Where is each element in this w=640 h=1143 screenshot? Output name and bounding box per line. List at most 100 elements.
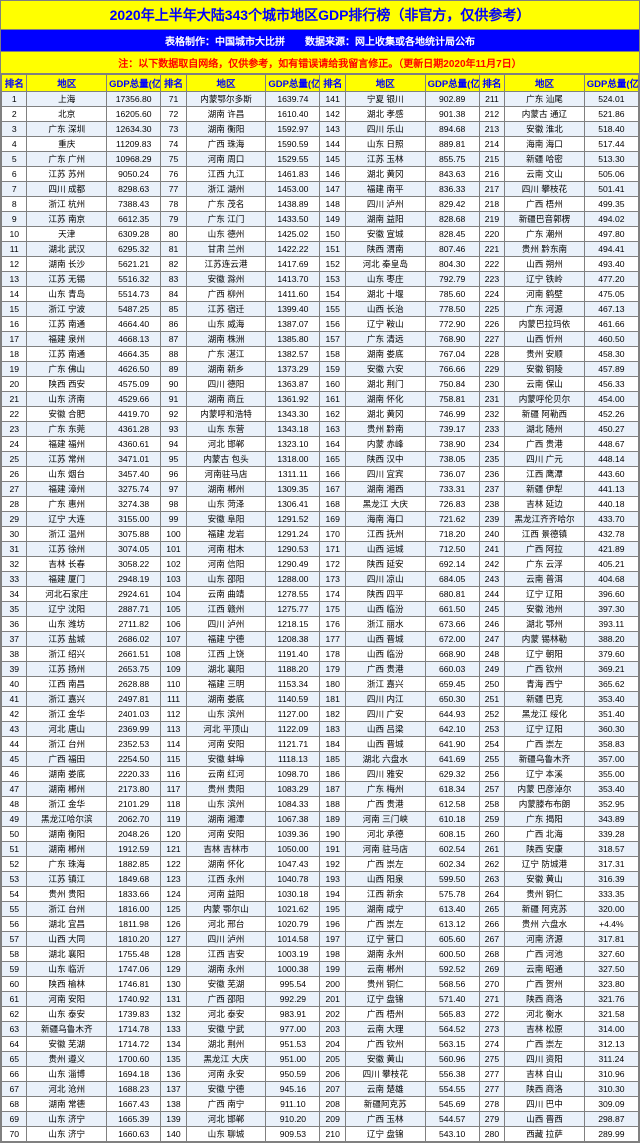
cell: 安徽 合肥 [27,407,107,422]
col-header: GDP总量(亿元) [107,75,161,92]
table-row: 10天津6309.2880山东 德州1425.02150安徽 宣城828.452… [2,227,639,242]
col-header: 地区 [27,75,107,92]
cell: 785.60 [425,287,479,302]
cell: 210 [320,1127,345,1142]
cell: 63 [2,1022,27,1037]
cell: 湖南 商丘 [186,392,266,407]
cell: 1811.98 [107,917,161,932]
table-row: 65贵州 遵义1700.60135黑龙江 大庆951.00205安徽 黄山560… [2,1052,639,1067]
cell: 215 [479,152,504,167]
cell: 广东 深圳 [27,122,107,137]
cell: 1714.78 [107,1022,161,1037]
cell: 55 [2,902,27,917]
cell: 150 [320,227,345,242]
cell: 127 [161,932,186,947]
table-row: 45广西 福田2254.50115安徽 蚌埠1118.13185湖北 六盘水64… [2,752,639,767]
cell: 199 [320,962,345,977]
cell: 53 [2,872,27,887]
cell: 188 [320,797,345,812]
cell: 浙江 杭州 [27,197,107,212]
cell: 186 [320,767,345,782]
cell: 河南 驻马店 [345,842,425,857]
table-row: 55浙江 台州1816.00125内蒙 鄂尔山1021.62195湖南 咸宁61… [2,902,639,917]
cell: 69 [2,1112,27,1127]
cell: 四川 内江 [345,692,425,707]
cell: 357.00 [584,752,638,767]
cell: 江苏连云港 [186,257,266,272]
cell: 1014.58 [266,932,320,947]
cell: 1694.18 [107,1067,161,1082]
cell: 湖南 新乡 [186,362,266,377]
cell: 安徽 宁德 [186,1082,266,1097]
cell: 2653.75 [107,662,161,677]
cell: 新疆乌鲁木齐 [505,752,585,767]
table-row: 62山东 泰安1739.83132河北 泰安983.91202广西 梧州565.… [2,1007,639,1022]
cell: 79 [161,212,186,227]
cell: 1000.38 [266,962,320,977]
cell: 388.20 [584,632,638,647]
cell: 843.63 [425,167,479,182]
col-header: 地区 [186,75,266,92]
cell: 2254.50 [107,752,161,767]
cell: 855.75 [425,152,479,167]
cell: 广西 贵港 [345,797,425,812]
cell: 125 [161,902,186,917]
cell: 广西 梧州 [505,197,585,212]
cell: 267 [479,932,504,947]
cell: 贵州 贵阳 [27,887,107,902]
cell: 湖北 黄冈 [345,167,425,182]
col-header: GDP总量(亿元) [425,75,479,92]
cell: 33 [2,572,27,587]
cell: 四川 凉山 [345,572,425,587]
cell: 广东 佛山 [27,362,107,377]
cell: 829.42 [425,197,479,212]
cell: 陕西 渭南 [345,242,425,257]
table-row: 14山东 青岛5514.7384广西 柳州1411.60154湖北 十堰785.… [2,287,639,302]
cell: 3471.01 [107,452,161,467]
cell: 910.20 [266,1112,320,1127]
cell: 40 [2,677,27,692]
cell: 新疆 阿勒西 [505,407,585,422]
cell: 1438.89 [266,197,320,212]
cell: 80 [161,227,186,242]
cell: 778.50 [425,302,479,317]
cell: 379.60 [584,647,638,662]
cell: 1363.87 [266,377,320,392]
cell: 辽宁 营口 [345,932,425,947]
cell: 河北 承德 [345,827,425,842]
table-row: 24福建 福州4360.6194河北 邯郸1323.10164内蒙 赤峰738.… [2,437,639,452]
table-row: 18江苏 南通4664.3588广东 湛江1382.57158湖南 娄底767.… [2,347,639,362]
cell: 福建 泉州 [27,332,107,347]
cell: 62 [2,1007,27,1022]
cell: 599.50 [425,872,479,887]
cell: 湖南 衡阳 [27,827,107,842]
cell: 543.10 [425,1127,479,1142]
cell: 494.41 [584,242,638,257]
table-row: 21山东 济南4529.6691湖南 商丘1361.92161湖南 怀化758.… [2,392,639,407]
cell: 广东 惠州 [27,497,107,512]
cell: 1912.59 [107,842,161,857]
cell: 广西 玉林 [345,1112,425,1127]
cell: 辽宁 大连 [27,512,107,527]
cell: 安徽 淮北 [505,122,585,137]
cell: 四川 巴中 [505,1097,585,1112]
cell: 404.68 [584,572,638,587]
cell: 217 [479,182,504,197]
cell: 369.21 [584,662,638,677]
cell: 福建 福州 [27,437,107,452]
table-row: 3广东 深圳12634.3073湖南 衡阳1592.97143四川 乐山894.… [2,122,639,137]
cell: 12634.30 [107,122,161,137]
table-row: 52广东 珠海1882.85122湖南 怀化1047.43192广西 崇左602… [2,857,639,872]
cell: 57 [2,932,27,947]
cell: 149 [320,212,345,227]
cell: 湖北 荆州 [186,1037,266,1052]
cell: 245 [479,602,504,617]
cell: 山东 邵阳 [186,572,266,587]
cell: 983.91 [266,1007,320,1022]
cell: 327.60 [584,947,638,962]
cell: 1275.77 [266,602,320,617]
table-row: 35辽宁 沈阳2887.71105江西 赣州1275.77175山西 临汾661… [2,602,639,617]
cell: 湖北 襄阳 [27,947,107,962]
cell: 福建 南平 [345,182,425,197]
cell: 辽宁 鞍山 [345,317,425,332]
